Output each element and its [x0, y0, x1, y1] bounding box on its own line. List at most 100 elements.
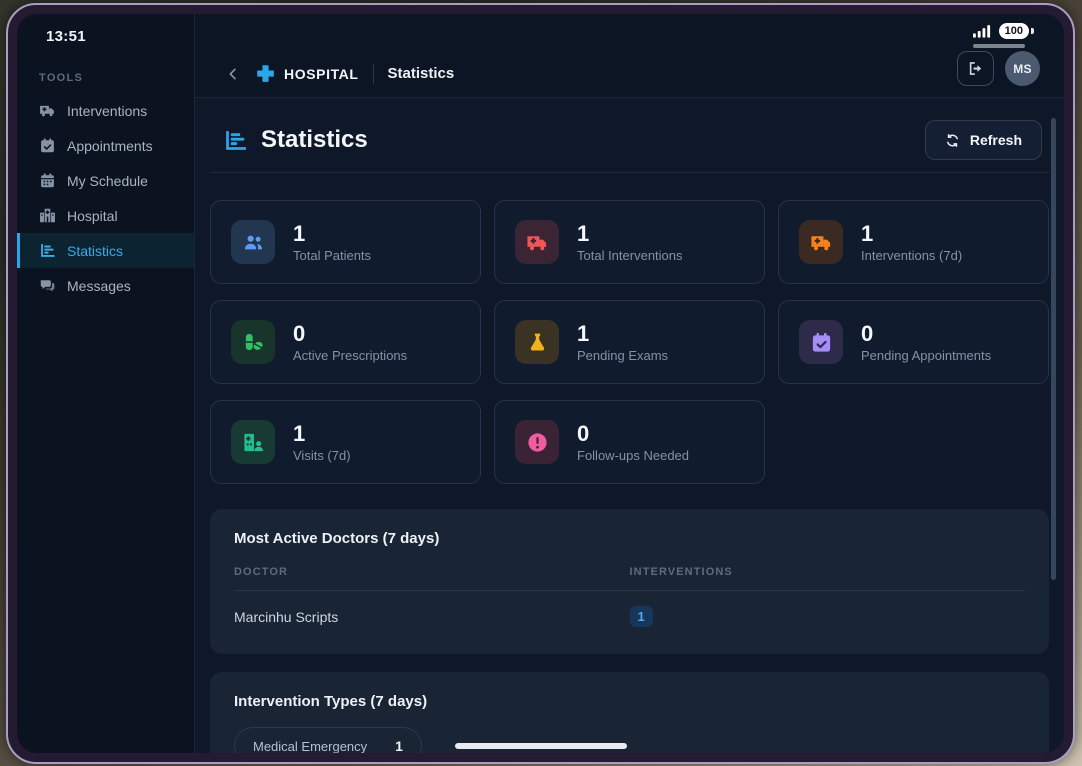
- messages-icon: [40, 280, 55, 292]
- stat-label: Pending Exams: [577, 348, 669, 364]
- header-page-name: Statistics: [387, 65, 455, 82]
- battery-icon: 100: [998, 23, 1034, 39]
- ambulance-icon: [526, 235, 546, 250]
- calendar-icon: [41, 173, 54, 188]
- app-logo[interactable]: HOSPITAL: [255, 63, 359, 84]
- sidebar-item-label: Statistics: [67, 242, 124, 259]
- stat-label: Visits (7d): [293, 448, 351, 464]
- stat-label: Pending Appointments: [861, 348, 992, 364]
- sidebar-item-my-schedule[interactable]: My Schedule: [17, 163, 194, 198]
- stat-text: 1 Interventions (7d): [861, 221, 962, 263]
- battery-nub: [1031, 28, 1034, 34]
- stat-label: Active Prescriptions: [293, 348, 408, 364]
- page-title: Statistics: [223, 126, 368, 154]
- stat-card-total-interventions: 1 Total Interventions: [494, 200, 765, 284]
- logout-icon: [969, 62, 982, 75]
- stat-text: 0 Pending Appointments: [861, 321, 991, 363]
- flask-icon: [530, 333, 544, 351]
- sidebar-section-label: TOOLS: [39, 72, 84, 84]
- sidebar-item-label: Hospital: [67, 207, 118, 224]
- hospital-icon: [40, 208, 55, 223]
- stat-value: 0: [861, 320, 874, 346]
- avatar[interactable]: MS: [1005, 51, 1040, 86]
- tablet-frame: 13:51 TOOLS Interventions Appointments M…: [6, 3, 1075, 764]
- column-doctor: DOCTOR: [234, 566, 289, 578]
- stat-icon-tile: [799, 220, 843, 264]
- stat-card-follow-ups: 0 Follow-ups Needed: [494, 400, 765, 484]
- refresh-icon: [946, 133, 958, 147]
- calendar-check-icon: [41, 138, 54, 153]
- stat-cards-grid: 1 Total Patients 1 Total Interventions: [210, 200, 1049, 484]
- stat-card-interventions-7d: 1 Interventions (7d): [778, 200, 1049, 284]
- users-icon: [244, 235, 262, 249]
- alert-circle-icon: [527, 432, 547, 452]
- type-chip-label: Medical Emergency: [253, 738, 368, 754]
- interventions-count-badge: 1: [629, 606, 653, 627]
- stat-card-total-patients: 1 Total Patients: [210, 200, 481, 284]
- logout-button[interactable]: [957, 51, 994, 86]
- most-active-doctors-panel: Most Active Doctors (7 days) DOCTOR INTE…: [210, 509, 1049, 654]
- stat-value: 0: [293, 320, 306, 346]
- sidebar-item-messages[interactable]: Messages: [17, 268, 194, 303]
- brand-name: HOSPITAL: [284, 65, 359, 82]
- stat-text: 1 Total Interventions: [577, 221, 683, 263]
- stat-value: 1: [293, 420, 306, 446]
- type-chip-count: 1: [395, 738, 403, 753]
- stat-card-active-prescriptions: 0 Active Prescriptions: [210, 300, 481, 384]
- refresh-label: Refresh: [969, 132, 1022, 148]
- page-header: Statistics Refresh: [210, 98, 1049, 173]
- type-chip: Medical Emergency 1: [234, 727, 422, 753]
- medical-cross-icon: [257, 65, 274, 82]
- stat-text: 1 Pending Exams: [577, 321, 668, 363]
- stat-text: 0 Active Prescriptions: [293, 321, 407, 363]
- header-divider: [372, 63, 374, 84]
- app-screen: 13:51 TOOLS Interventions Appointments M…: [17, 14, 1064, 753]
- sidebar-item-label: My Schedule: [67, 172, 148, 189]
- status-underline: [973, 44, 1025, 48]
- status-icons: 100: [972, 23, 1034, 39]
- stat-card-visits-7d: 1 Visits (7d): [210, 400, 481, 484]
- stat-value: 1: [577, 320, 590, 346]
- pills-icon: [245, 333, 263, 350]
- sidebar: 13:51 TOOLS Interventions Appointments M…: [17, 14, 195, 753]
- sidebar-item-label: Appointments: [67, 137, 153, 154]
- signal-icon: [972, 24, 992, 38]
- sidebar-item-appointments[interactable]: Appointments: [17, 128, 194, 163]
- vertical-scrollbar[interactable]: [1051, 118, 1056, 580]
- stat-icon-tile: [231, 420, 275, 464]
- sidebar-item-hospital[interactable]: Hospital: [17, 198, 194, 233]
- sidebar-item-interventions[interactable]: Interventions: [17, 93, 194, 128]
- topbar-actions: MS: [957, 51, 1040, 86]
- home-indicator[interactable]: [454, 743, 627, 749]
- stat-label: Interventions (7d): [861, 248, 963, 264]
- refresh-button[interactable]: Refresh: [924, 120, 1042, 160]
- panel-title: Most Active Doctors (7 days): [234, 530, 440, 547]
- ambulance-icon: [40, 105, 54, 117]
- status-time: 13:51: [46, 28, 86, 45]
- panel-title: Intervention Types (7 days): [234, 693, 428, 710]
- chevron-left-icon: [229, 68, 236, 79]
- page-content: Statistics Refresh 1 Total Pa: [195, 98, 1064, 753]
- chart-bars-icon: [41, 244, 55, 257]
- stat-label: Total Interventions: [577, 248, 683, 264]
- sidebar-item-label: Messages: [67, 277, 131, 294]
- main-area: 100 HOSPITAL Statistics: [195, 14, 1064, 753]
- stat-text: 1 Visits (7d): [293, 421, 351, 463]
- back-button[interactable]: [225, 66, 241, 82]
- stat-icon-tile: [515, 220, 559, 264]
- stat-value: 1: [577, 220, 590, 246]
- type-chips: Medical Emergency 1: [234, 727, 1025, 753]
- sidebar-item-statistics[interactable]: Statistics: [17, 233, 194, 268]
- stat-label: Follow-ups Needed: [577, 448, 690, 464]
- stat-icon-tile: [231, 320, 275, 364]
- battery-percent: 100: [998, 23, 1029, 39]
- table-header: DOCTOR INTERVENTIONS: [234, 566, 1025, 591]
- stat-icon-tile: [231, 220, 275, 264]
- stat-icon-tile: [515, 320, 559, 364]
- stat-value: 0: [577, 420, 590, 446]
- table-row: Marcinhu Scripts 1: [234, 606, 1025, 627]
- stat-card-pending-exams: 1 Pending Exams: [494, 300, 765, 384]
- sidebar-item-label: Interventions: [67, 102, 148, 119]
- column-interventions: INTERVENTIONS: [629, 566, 733, 578]
- ambulance-icon: [810, 235, 830, 250]
